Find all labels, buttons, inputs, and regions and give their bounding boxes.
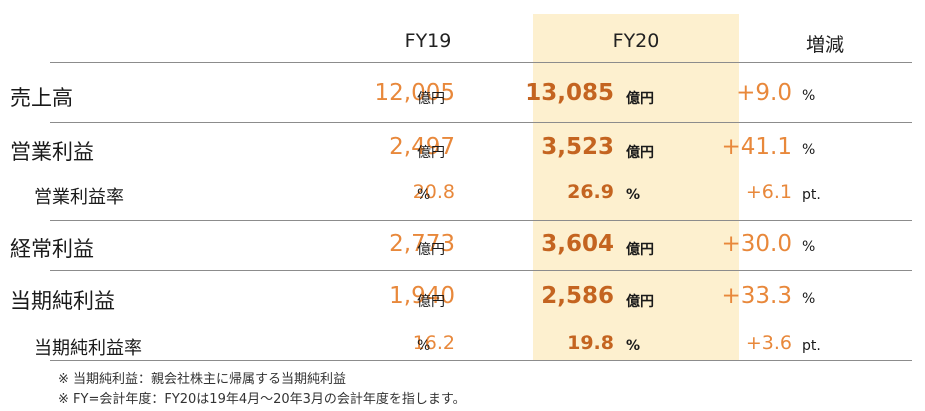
fy19-value: 20.8 [412, 181, 455, 203]
change-unit: pt. [802, 338, 821, 354]
fy20-unit: % [626, 187, 641, 203]
change-value: +30.0 [721, 231, 792, 257]
fy20-column-highlight [533, 14, 739, 361]
fy19-unit: 億円 [417, 145, 445, 161]
row-label: 当期純利益率 [34, 338, 142, 359]
row-label: 営業利益 [10, 140, 94, 164]
row-label: 経常利益 [10, 237, 94, 261]
change-value: +3.6 [745, 332, 792, 354]
fy20-value: 26.9 [567, 181, 614, 203]
change-value: +6.1 [745, 181, 792, 203]
fy20-unit: 億円 [626, 91, 654, 107]
fy20-value: 13,085 [525, 80, 614, 106]
row-label: 当期純利益 [10, 289, 115, 313]
fy20-unit: 億円 [626, 294, 654, 310]
fy20-value: 3,523 [541, 134, 614, 160]
header-fy20: FY20 [612, 30, 660, 52]
fy19-unit: 億円 [417, 294, 445, 310]
footnote: ※ 当期純利益：親会社株主に帰属する当期純利益 [58, 372, 347, 387]
fy20-value: 2,586 [541, 283, 614, 309]
header-change: 増減 [805, 34, 844, 56]
fy19-value: 16.2 [412, 332, 455, 354]
change-unit: pt. [802, 187, 821, 203]
fy20-unit: 億円 [626, 242, 654, 258]
header-divider [50, 62, 912, 63]
change-unit: % [802, 142, 816, 158]
change-unit: % [802, 88, 816, 104]
fy19-unit: % [417, 338, 431, 354]
fy20-unit: % [626, 338, 641, 354]
change-value: +33.3 [721, 283, 792, 309]
footnote: ※ FY=会計年度：FY20は19年4月～20年3月の会計年度を指します。 [58, 392, 466, 407]
fy20-value: 19.8 [567, 332, 614, 354]
fy19-value: 2,773 [389, 231, 455, 257]
fy19-unit: 億円 [417, 242, 445, 258]
fy19-value: 12,005 [374, 80, 455, 106]
change-value: +9.0 [736, 80, 792, 106]
row-label: 営業利益率 [34, 187, 124, 208]
change-unit: % [802, 239, 816, 255]
change-unit: % [802, 291, 816, 307]
fy19-value: 2,497 [389, 134, 455, 160]
fy20-unit: 億円 [626, 145, 654, 161]
row-label: 売上高 [10, 86, 73, 110]
row-divider [50, 122, 912, 123]
table-bottom-divider [50, 360, 912, 361]
fy20-value: 3,604 [541, 231, 614, 257]
change-value: +41.1 [721, 134, 792, 160]
header-fy19: FY19 [404, 30, 452, 52]
fy19-unit: 億円 [417, 91, 445, 107]
row-divider [50, 270, 912, 271]
fy19-unit: % [417, 187, 431, 203]
fy19-value: 1,940 [389, 283, 455, 309]
row-divider [50, 220, 912, 221]
